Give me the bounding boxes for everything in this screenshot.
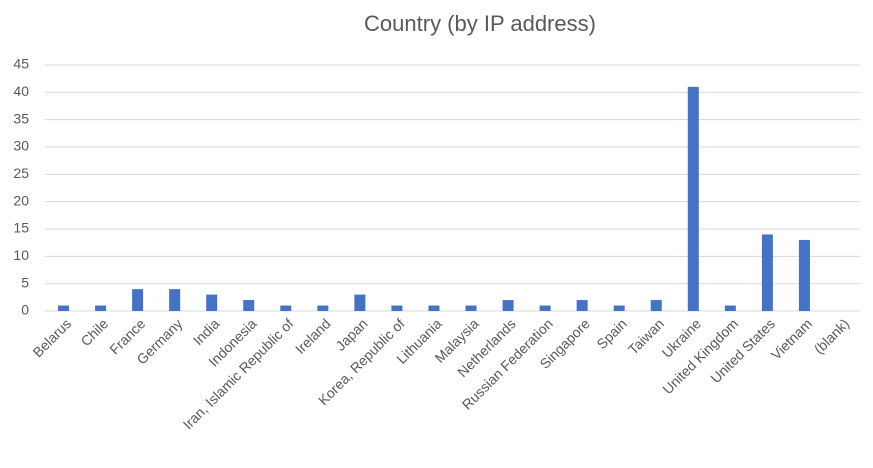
y-tick-label: 35 (13, 110, 29, 126)
y-tick-label: 5 (21, 274, 29, 290)
bar (95, 305, 107, 311)
bar (169, 289, 181, 311)
bar (280, 305, 292, 311)
bar (576, 300, 588, 311)
bar (502, 300, 514, 311)
bar (317, 305, 329, 311)
y-tick-label: 20 (13, 192, 29, 208)
bar (687, 86, 699, 311)
y-tick-label: 30 (13, 138, 29, 154)
y-tick-label: 25 (13, 165, 29, 181)
bar (132, 289, 144, 311)
bar (613, 305, 625, 311)
y-tick-label: 45 (13, 56, 29, 72)
bar (354, 294, 366, 311)
bar (243, 300, 255, 311)
bar (650, 300, 662, 311)
bar (539, 305, 551, 311)
bar (391, 305, 403, 311)
y-tick-label: 15 (13, 220, 29, 236)
bar (428, 305, 440, 311)
bar (761, 234, 773, 311)
y-tick-label: 0 (21, 302, 29, 318)
bar (58, 305, 70, 311)
bar (206, 294, 218, 311)
bar (724, 305, 736, 311)
chart-title: Country (by IP address) (364, 11, 596, 36)
y-tick-label: 40 (13, 83, 29, 99)
bar (798, 239, 810, 311)
bar (465, 305, 477, 311)
y-tick-label: 10 (13, 247, 29, 263)
